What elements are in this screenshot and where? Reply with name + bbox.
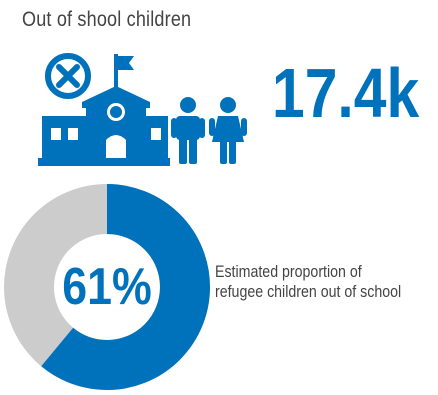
children-icon bbox=[170, 96, 248, 166]
caption-line-1: Estimated proportion of bbox=[215, 263, 362, 281]
proportion-donut: 61% bbox=[4, 184, 210, 390]
percent-label: 61% bbox=[62, 258, 152, 316]
donut-value-arc bbox=[4, 184, 210, 390]
school-closed-icon bbox=[38, 50, 170, 168]
donut-caption: Estimated proportion of refugee children… bbox=[215, 262, 401, 302]
page-title: Out of shool children bbox=[22, 8, 192, 31]
out-of-school-count: 17.4k bbox=[272, 54, 420, 132]
caption-line-2: refugee children out of school bbox=[215, 283, 402, 301]
